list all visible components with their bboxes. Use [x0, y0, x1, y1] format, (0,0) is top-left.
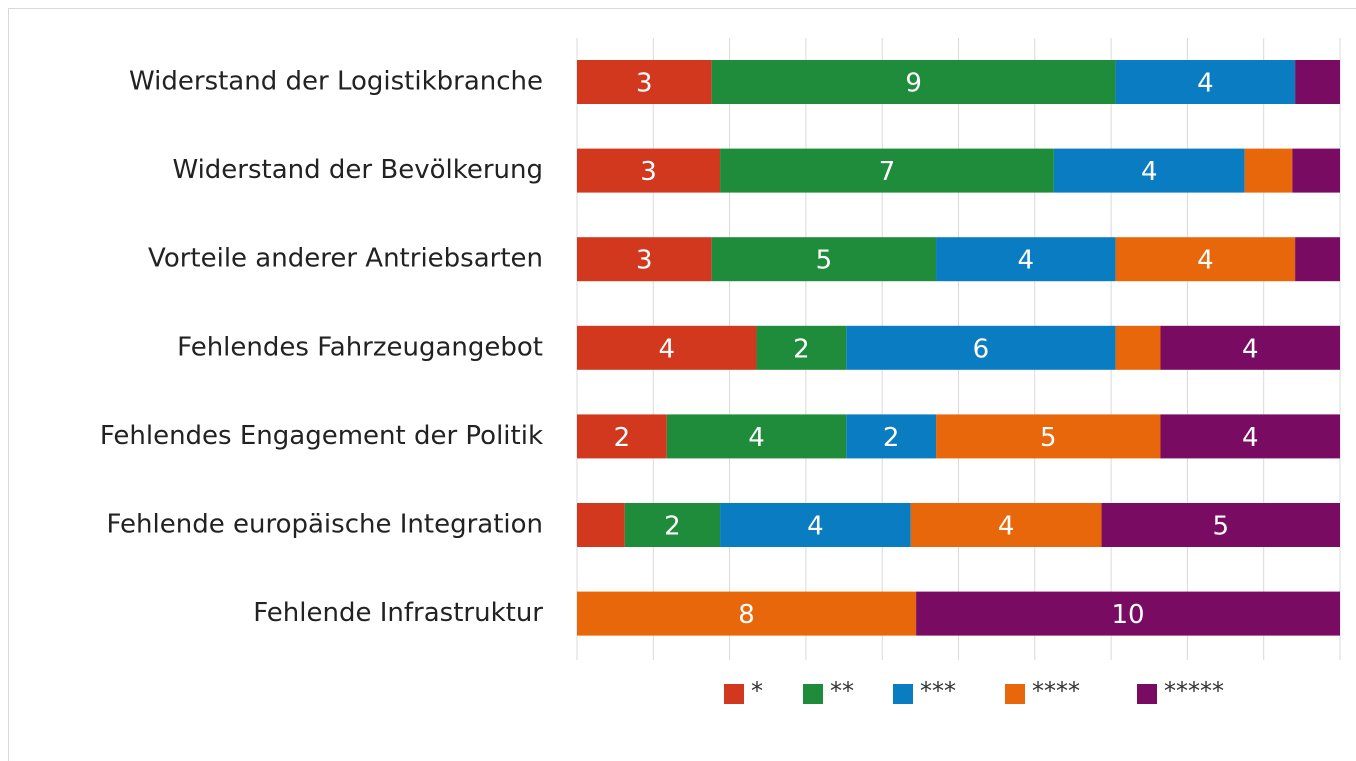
legend-label: ***** [1164, 677, 1224, 705]
bar-segment [720, 503, 911, 547]
bar-segment [910, 503, 1102, 547]
legend-swatch [893, 684, 913, 704]
bar-segment [1053, 148, 1245, 193]
bar-segment [1160, 325, 1340, 370]
bar-segment [756, 325, 847, 370]
legend-label: * [751, 677, 763, 705]
data-label: 2 [664, 512, 681, 542]
bar-segment [577, 591, 917, 636]
category-label: Vorteile anderer Antriebsarten [148, 244, 543, 274]
category-label: Fehlende europäische Integration [107, 510, 543, 540]
bar-segment [846, 325, 1116, 370]
bar-segment [936, 237, 1116, 282]
bar-segment [1115, 325, 1161, 370]
bar-segment [1295, 60, 1340, 104]
chart-frame [8, 8, 1356, 761]
legend-swatch [803, 684, 823, 704]
legend-label: ** [830, 677, 854, 705]
legend-swatch [1005, 684, 1025, 704]
bar-segment [711, 60, 1116, 104]
bar-segment [577, 503, 625, 547]
bar-segment [1115, 60, 1296, 104]
bar-segment [720, 148, 1054, 193]
bar-segment [577, 237, 712, 282]
data-label: 10 [1112, 600, 1145, 630]
data-label: 8 [738, 600, 755, 630]
data-label: 5 [1213, 512, 1230, 542]
data-label: 6 [973, 334, 990, 364]
bar-segment [1101, 503, 1340, 547]
category-label: Widerstand der Logistikbranche [129, 67, 543, 97]
data-label: 4 [807, 512, 824, 542]
bar-segment [846, 414, 937, 459]
legend-swatch [724, 684, 744, 704]
data-label: 4 [1018, 246, 1035, 276]
category-label: Fehlendes Fahrzeugangebot [177, 332, 543, 362]
data-label: 2 [793, 334, 810, 364]
data-label: 3 [636, 246, 653, 276]
bar-segment [577, 325, 757, 370]
data-label: 4 [1197, 69, 1214, 99]
data-label: 9 [905, 69, 922, 99]
category-label: Widerstand der Bevölkerung [172, 155, 543, 185]
data-label: 2 [614, 423, 631, 453]
legend-label: *** [920, 677, 956, 705]
data-label: 4 [1141, 157, 1158, 187]
data-label: 4 [748, 423, 765, 453]
data-label: 3 [636, 69, 653, 99]
data-label: 2 [883, 423, 900, 453]
data-label: 4 [998, 512, 1015, 542]
legend-swatch [1137, 684, 1157, 704]
legend-label: **** [1032, 677, 1080, 705]
bar-segment [666, 414, 847, 459]
bar-segment [1244, 148, 1293, 193]
data-label: 7 [879, 157, 896, 187]
category-label: Fehlende Infrastruktur [253, 598, 543, 628]
category-label: Fehlendes Engagement der Politik [100, 421, 543, 451]
data-label: 4 [1242, 423, 1259, 453]
bar-segment [577, 60, 712, 104]
data-label: 4 [658, 334, 675, 364]
data-label: 4 [1197, 246, 1214, 276]
data-label: 4 [1242, 334, 1259, 364]
bar-segment [577, 148, 721, 193]
bar-segment [916, 591, 1340, 636]
bar-segment [1115, 237, 1296, 282]
bar-segment [1295, 237, 1340, 282]
bar-segment [1160, 414, 1340, 459]
data-label: 5 [1040, 423, 1057, 453]
data-label: 3 [640, 157, 657, 187]
bar-segment [1292, 148, 1340, 193]
bar-segment [624, 503, 721, 547]
bar-segment [936, 414, 1161, 459]
bar-segment [577, 414, 667, 459]
data-label: 5 [816, 246, 833, 276]
bar-segment [711, 237, 937, 282]
